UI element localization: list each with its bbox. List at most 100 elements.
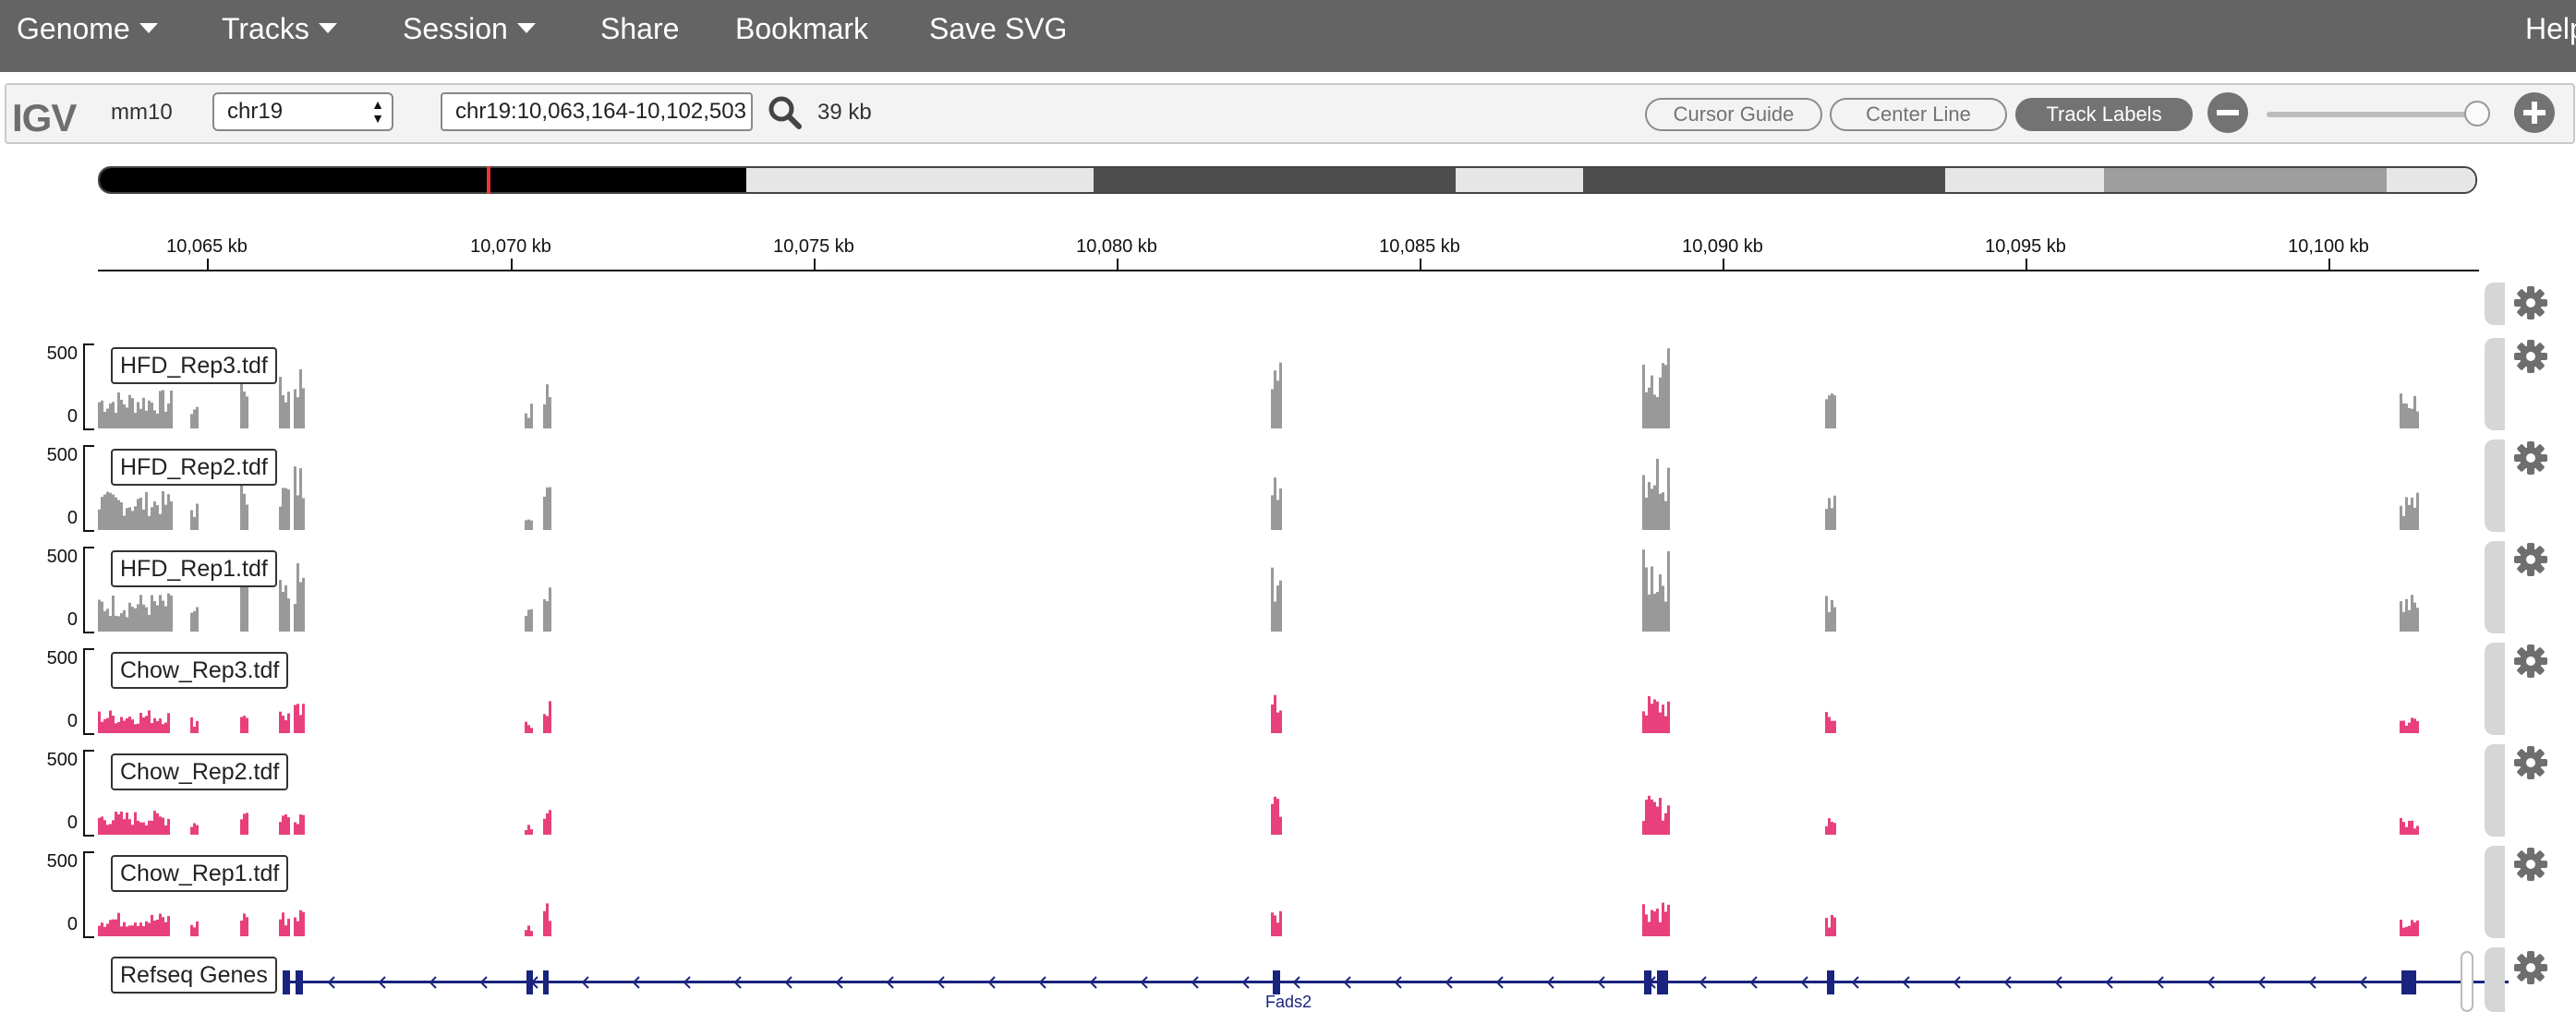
coverage-bar [1831,508,1833,530]
gear-icon[interactable] [2512,284,2549,321]
zoom-slider-handle[interactable] [2464,101,2490,126]
gear-icon[interactable] [2512,846,2549,883]
coverage-bar [1825,712,1828,733]
chromosome-select[interactable]: chr19 ▲ ▼ [212,92,393,131]
coverage-bar [2400,920,2402,936]
gear-icon[interactable] [2512,744,2549,781]
coverage-bar [1664,813,1667,835]
ruler-tick [1420,259,1421,270]
search-icon[interactable] [767,94,804,131]
coverage-bar [153,410,156,428]
track-drag-handle[interactable] [2485,846,2505,938]
strand-arrow [683,976,691,989]
gear-icon[interactable] [2512,541,2549,578]
coverage-bar [109,404,112,428]
coverage-bar [134,506,137,530]
center-line-button[interactable]: Center Line [1830,98,2007,131]
axis-min-label: 0 [67,813,78,833]
coverage-bar [137,820,139,835]
coverage-bar [2400,505,2402,530]
coverage-bar [282,815,284,835]
track-label[interactable]: Chow_Rep2.tdf [111,753,289,790]
coverage-bar [287,713,290,733]
gene-exon [1657,970,1668,994]
plus-circle-icon[interactable] [2514,92,2555,133]
coverage-bar [302,814,305,835]
track-drag-handle[interactable] [2485,947,2505,1012]
track-drag-handle[interactable] [2485,643,2505,735]
coverage-bar [2402,403,2405,428]
chromosome-value: chr19 [227,99,284,124]
coverage-bar [2413,922,2416,936]
cursor-guide-button[interactable]: Cursor Guide [1645,98,1822,131]
coverage-bar [302,388,305,428]
track-drag-handle[interactable] [2485,338,2505,430]
coverage-bar [2416,825,2419,835]
coverage-bar [1825,596,1828,632]
coverage-bar [193,823,196,835]
minus-circle-icon[interactable] [2207,92,2248,133]
gene-name-label[interactable]: Fads2 [1265,993,1312,1011]
menu-share[interactable]: Share [600,12,680,45]
coverage-bar [2413,395,2416,428]
coverage-bar [1648,795,1651,835]
zoom-slider[interactable] [2267,112,2488,117]
menu-session[interactable]: Session [403,0,536,57]
gene-model-fads2[interactable] [98,951,2509,1012]
coverage-bar [525,615,527,632]
coverage-bar [299,910,302,936]
coverage-bar [2405,725,2408,733]
gear-icon[interactable] [2512,440,2549,476]
coverage-bar [115,615,117,632]
coverage-bar [1833,823,1836,835]
coverage-bar [156,720,159,733]
track-label[interactable]: Chow_Rep1.tdf [111,855,289,892]
track-label[interactable]: Chow_Rep3.tdf [111,652,289,689]
coverage-bar [139,822,142,835]
coverage-bar [546,813,549,835]
menu-genome[interactable]: Genome [17,0,158,57]
coverage-bar [167,916,170,936]
gear-icon[interactable] [2512,643,2549,680]
menu-save-svg[interactable]: Save SVG [929,12,1068,45]
coverage-bar [1825,918,1828,936]
gene-exon [283,970,290,994]
coverage-bar [527,609,530,632]
track-label[interactable]: Refseq Genes [111,957,277,994]
coverage-bar [302,498,305,530]
track-drag-handle[interactable] [2485,440,2505,532]
track-labels-button[interactable]: Track Labels [2015,98,2193,131]
track-scrollbar[interactable] [2461,951,2473,1012]
axis-max-label: 500 [46,343,78,364]
coverage-bar [1831,822,1833,835]
chromosome-ideogram[interactable] [98,166,2477,194]
coverage-bar [120,926,123,936]
track-label[interactable]: HFD_Rep1.tdf [111,550,277,587]
coverage-bar [153,600,156,632]
coverage-bar [190,924,193,936]
coverage-bar [106,825,109,835]
coverage-bar [1274,796,1276,835]
gear-icon[interactable] [2512,338,2549,375]
track-label[interactable]: HFD_Rep2.tdf [111,449,277,486]
coverage-bar [2400,393,2402,428]
coverage-bar [123,404,126,428]
ruler-tick-label: 10,090 kb [1682,236,1763,257]
coverage-bar [103,494,106,530]
coverage-bar [162,390,164,428]
coverage-bar [549,587,551,632]
coverage-bar [159,595,162,632]
track-label[interactable]: HFD_Rep3.tdf [111,347,277,384]
gear-icon[interactable] [2512,949,2549,986]
ruler-track-drag-handle[interactable] [2485,283,2505,325]
menu-tracks[interactable]: Tracks [222,0,337,57]
y-axis [83,343,94,430]
menu-help[interactable]: Help [2525,12,2576,45]
locus-search-input[interactable]: chr19:10,063,164-10,102,503 [441,92,753,131]
coverage-bar [117,616,120,632]
coverage-bar [128,717,131,733]
menu-bookmark[interactable]: Bookmark [735,12,869,45]
track-drag-handle[interactable] [2485,541,2505,633]
strand-arrow [835,976,843,989]
track-drag-handle[interactable] [2485,744,2505,837]
